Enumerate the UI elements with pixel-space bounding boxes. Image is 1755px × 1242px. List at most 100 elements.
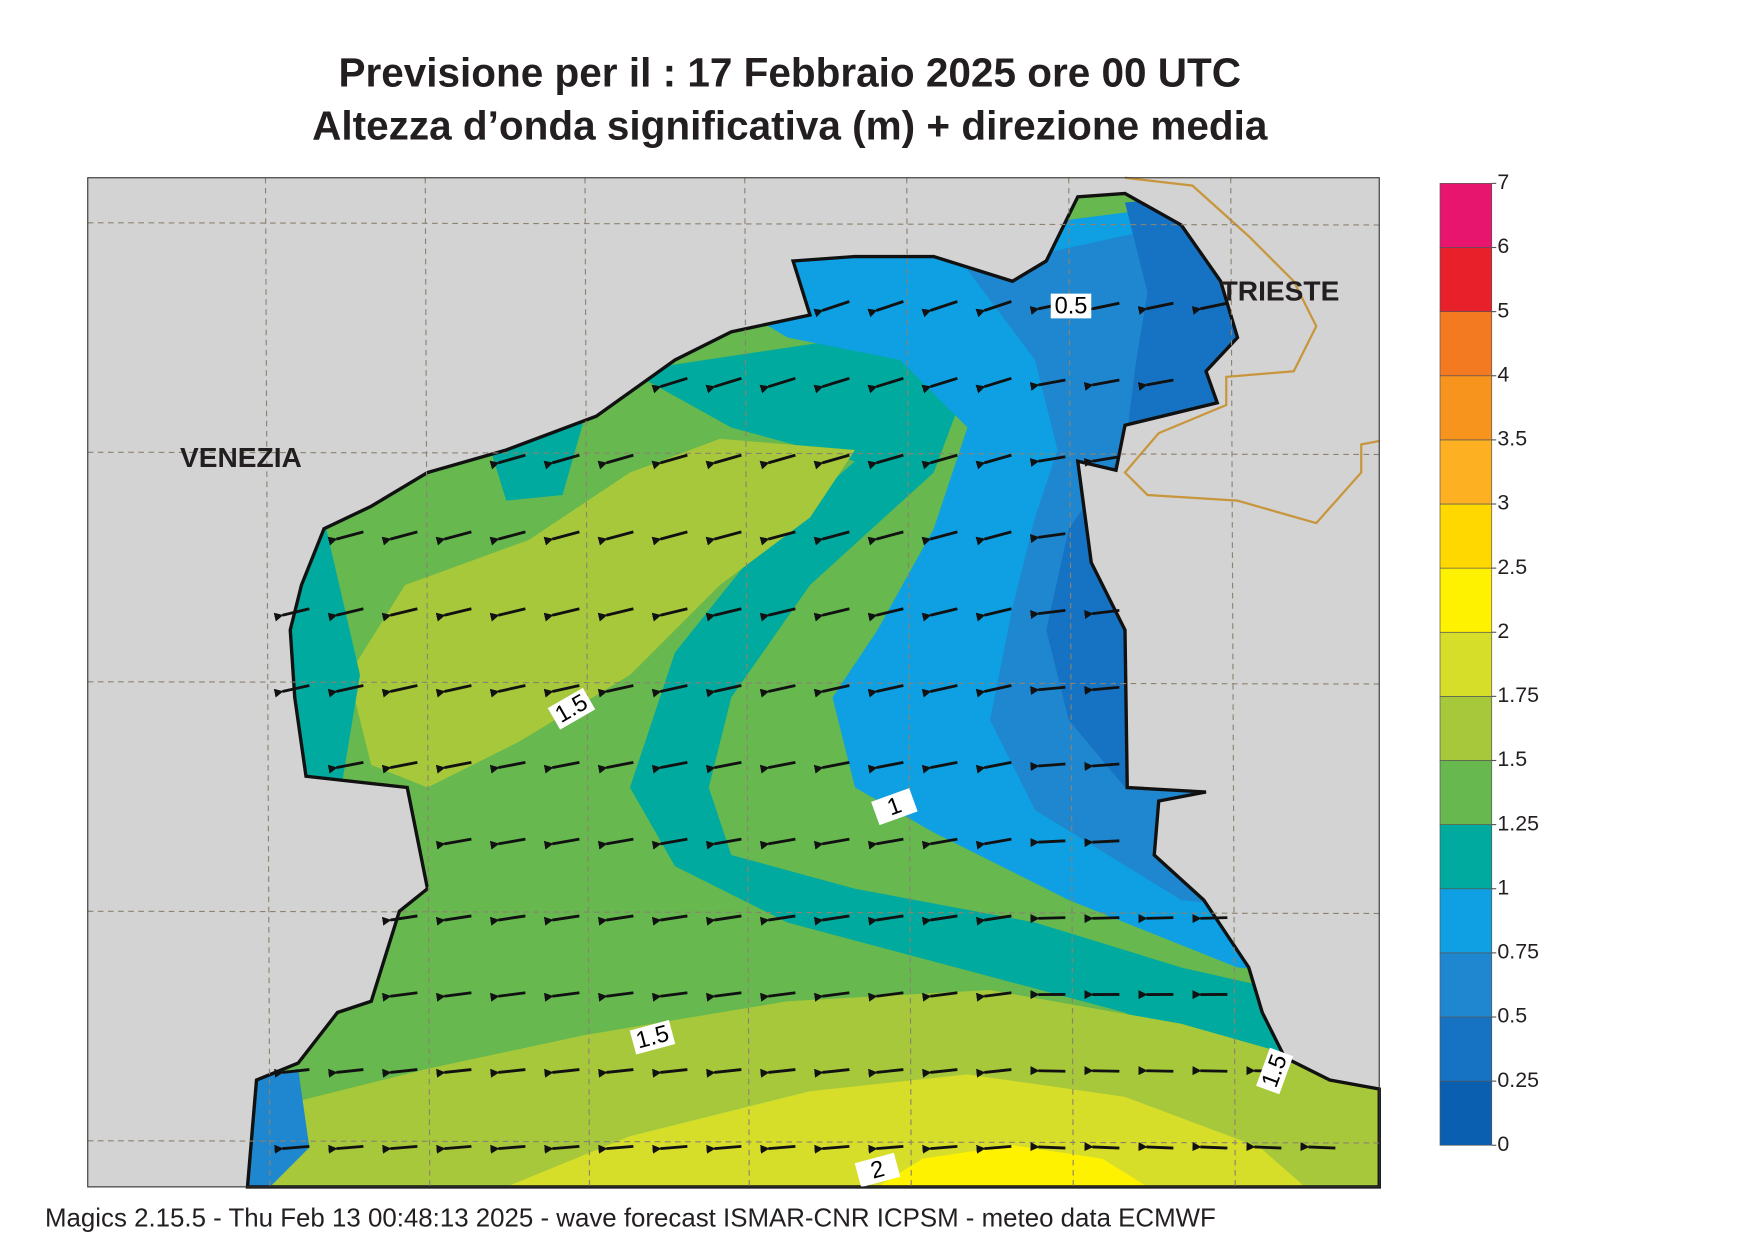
wave-arrow	[759, 837, 796, 850]
wave-arrow	[543, 607, 580, 622]
wave-arrow	[597, 914, 634, 926]
city-label: TRIESTE	[1221, 275, 1340, 306]
grid-line	[87, 222, 1380, 226]
colorbar-band	[1439, 247, 1493, 312]
wave-arrow	[1084, 838, 1120, 848]
grid-line	[87, 681, 1380, 685]
wave-arrow	[544, 1068, 580, 1078]
wave-arrow	[651, 530, 688, 546]
wave-arrow	[921, 684, 958, 698]
wave-arrow	[435, 684, 472, 698]
graticule	[87, 177, 1380, 1187]
wave-arrow	[436, 1068, 472, 1078]
colorbar-tick-label: 0.5	[1497, 1004, 1527, 1028]
colorbar-band	[1439, 631, 1493, 697]
wave-arrow	[814, 1068, 850, 1078]
wave-arrow	[1084, 1142, 1120, 1152]
wave-arrow	[652, 1144, 688, 1154]
colorbar-tick-label: 5	[1497, 298, 1509, 322]
footer: Magics 2.15.5 - Thu Feb 13 00:48:13 2025…	[45, 1204, 1216, 1232]
wave-arrow	[868, 1068, 904, 1078]
wave-arrow	[1138, 914, 1174, 924]
wave-arrow	[759, 607, 796, 622]
wave-arrow	[327, 760, 364, 774]
wave-arrow	[490, 1068, 526, 1078]
contour-label: 2	[854, 1152, 901, 1188]
wave-arrow	[705, 914, 742, 926]
wave-arrow	[813, 376, 850, 394]
wave-arrow	[1191, 301, 1228, 315]
grid-line	[744, 177, 750, 1187]
wave-arrow	[867, 991, 904, 1002]
wave-arrow	[597, 607, 634, 622]
wave-arrow	[1300, 1142, 1336, 1152]
wave-arrow	[489, 607, 526, 622]
wave-arrow	[759, 453, 796, 470]
wave-arrow	[813, 607, 850, 622]
wave-arrow	[597, 453, 634, 470]
wave-arrow	[382, 1144, 418, 1154]
wave-arrow	[652, 1068, 688, 1078]
wave-arrow	[489, 453, 526, 470]
wave-arrow	[543, 684, 580, 698]
wave-arrow	[867, 760, 904, 774]
wave-arrow	[1192, 914, 1228, 924]
wave-arrow	[921, 300, 958, 318]
wave-arrow	[328, 1144, 364, 1154]
wave-arrow	[975, 760, 1012, 774]
wave-arrow	[543, 453, 580, 470]
grid-line	[87, 1140, 1380, 1144]
wave-arrow	[706, 1068, 742, 1078]
wave-arrow	[921, 760, 958, 774]
wave-arrow	[922, 1068, 958, 1078]
wave-arrow	[1083, 301, 1120, 315]
wave-arrow	[543, 530, 580, 546]
wave-arrow	[489, 530, 526, 546]
wave-arrow	[814, 1144, 850, 1154]
colorbar-band	[1439, 311, 1493, 377]
wave-arrow	[975, 837, 1012, 850]
grid-line	[1068, 177, 1074, 1187]
wave-arrow	[543, 760, 580, 774]
colorbar-band	[1439, 952, 1493, 1018]
wave-arrow	[975, 914, 1012, 926]
colorbar-tick-label: 0.25	[1497, 1068, 1539, 1092]
contour-label-box	[854, 1152, 901, 1188]
wave-arrow	[381, 760, 418, 774]
wave-arrow	[1083, 455, 1120, 467]
wave-arrow	[975, 991, 1012, 1002]
wave-arrow	[651, 607, 688, 622]
contour-label-box	[547, 687, 596, 730]
contour-label: 1	[871, 788, 918, 826]
wave-arrow	[975, 453, 1012, 470]
wave-arrow	[760, 1144, 796, 1154]
wave-arrow	[651, 837, 688, 850]
wave-arrow	[1138, 1142, 1174, 1152]
wave-arrow	[651, 760, 688, 774]
wave-arrow	[813, 453, 850, 470]
wave-arrow	[1030, 609, 1066, 619]
wave-arrow	[975, 607, 1012, 622]
wave-arrow	[651, 684, 688, 698]
colorbar-band	[1439, 503, 1493, 569]
coastline	[245, 191, 1381, 1189]
wave-arrow	[922, 1144, 958, 1154]
wave-arrow	[975, 684, 1012, 698]
wave-arrow	[759, 760, 796, 774]
wave-arrow	[759, 530, 796, 546]
wave-arrow	[705, 376, 742, 394]
wave-arrow	[543, 837, 580, 850]
wave-arrow	[597, 684, 634, 698]
wave-arrow	[868, 1144, 904, 1154]
colorbar-tick-label: 7	[1497, 170, 1509, 194]
wave-arrow	[705, 684, 742, 698]
wave-arrow	[327, 684, 364, 698]
wave-arrow	[597, 760, 634, 774]
wave-arrow	[598, 1144, 634, 1154]
wave-arrow	[867, 837, 904, 850]
colorbar-band	[1439, 1080, 1493, 1146]
colorbar-band	[1439, 696, 1493, 761]
wave-arrow	[705, 991, 742, 1002]
wave-arrow	[921, 914, 958, 926]
